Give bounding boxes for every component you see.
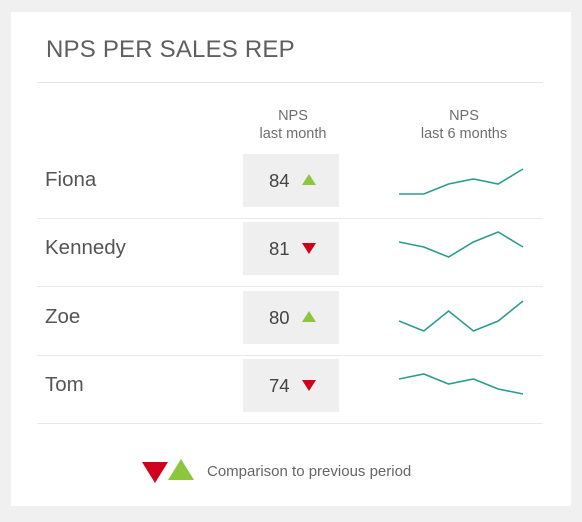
column-header-nps-line1: NPS [278, 108, 308, 124]
rep-name: Zoe [45, 305, 81, 328]
triangle-up-icon [302, 174, 316, 185]
nps-sparkline [398, 231, 524, 258]
nps-score-cell: 81 [243, 222, 339, 275]
row-divider [37, 286, 543, 287]
column-header-nps-line2: last month [259, 126, 327, 142]
legend-triangle-down-icon [142, 462, 168, 483]
table-row: Tom 74 [37, 356, 543, 424]
rep-name: Kennedy [45, 236, 126, 259]
nps-score-cell: 74 [243, 359, 339, 412]
table-row: Fiona 84 [37, 151, 543, 219]
legend-triangle-up-icon [168, 459, 194, 480]
nps-sparkline [398, 300, 524, 332]
row-divider [37, 355, 543, 356]
sparkline-line [398, 300, 524, 332]
title-divider [37, 82, 543, 83]
column-header-trend-line2: last 6 months [420, 126, 508, 142]
column-header-trend-line1: NPS [449, 108, 479, 124]
sparkline-line [398, 373, 524, 395]
rep-name: Fiona [45, 168, 97, 191]
nps-sparkline [399, 168, 524, 195]
nps-score-cell: 84 [243, 154, 339, 207]
column-header-nps-trend: NPS last 6 months [394, 107, 534, 143]
triangle-up-icon [302, 311, 316, 322]
triangle-down-icon [302, 380, 316, 391]
table-row: Zoe 80 [37, 288, 543, 356]
row-divider [37, 218, 543, 219]
nps-widget-card: NPS PER SALES REP NPS last month NPS las… [11, 12, 571, 506]
row-divider [37, 423, 543, 424]
sparkline-line [399, 168, 524, 195]
nps-score-value: 74 [269, 375, 290, 396]
nps-score-value: 81 [269, 238, 290, 259]
legend-text: Comparison to previous period [207, 463, 412, 480]
nps-score-cell: 80 [243, 291, 339, 344]
sparkline-line [398, 231, 524, 258]
widget-title: NPS PER SALES REP [46, 36, 295, 63]
nps-score-value: 80 [269, 307, 290, 328]
legend-icons [142, 459, 194, 483]
triangle-down-icon [302, 243, 316, 254]
table-row: Kennedy 81 [37, 219, 543, 287]
rep-name: Tom [45, 373, 84, 396]
nps-sparkline [398, 373, 524, 395]
nps-score-value: 84 [269, 170, 290, 191]
column-header-nps-last-month: NPS last month [233, 107, 353, 143]
